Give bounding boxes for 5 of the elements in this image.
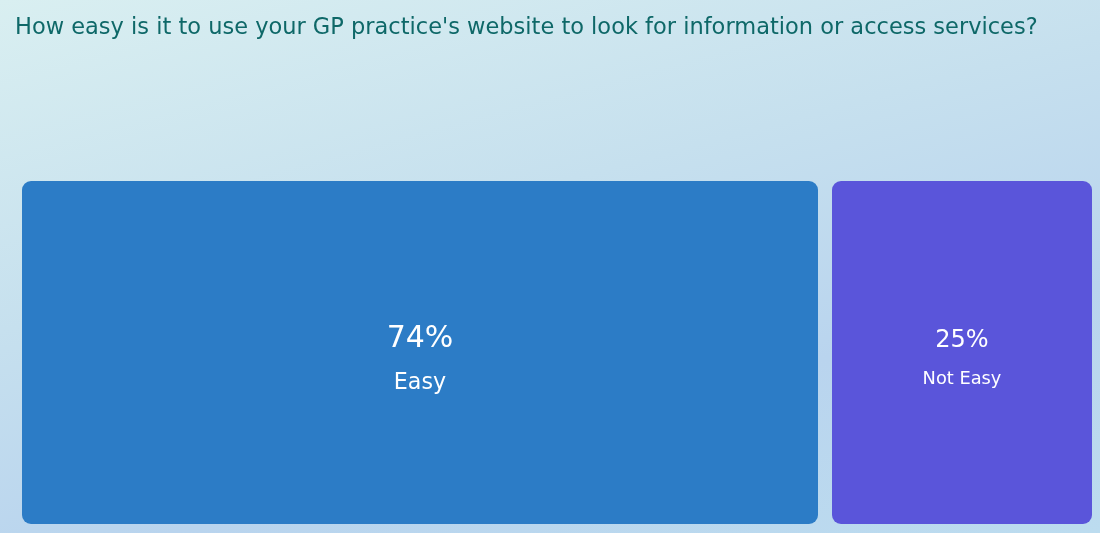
category-label: Easy xyxy=(393,367,447,394)
category-label: Not Easy xyxy=(922,367,1002,389)
data-label: 25% xyxy=(935,324,989,353)
text: How easy is it to use your GP practice's website to look for information or access services? xyxy=(15,13,1038,39)
data-label: 74% xyxy=(386,318,454,354)
